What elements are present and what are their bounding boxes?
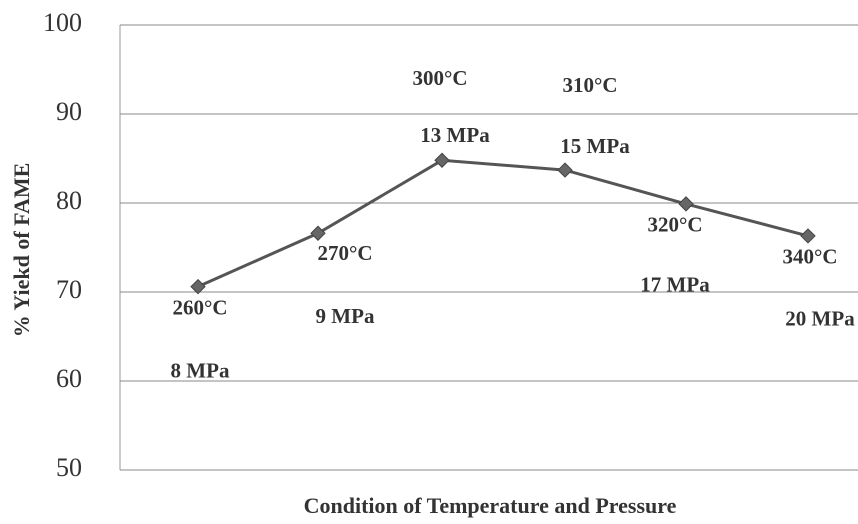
data-point — [310, 225, 326, 241]
y-tick-label: 60 — [56, 364, 82, 393]
data-point — [434, 152, 450, 168]
data-point — [557, 162, 573, 178]
temperature-label: 310°C — [562, 73, 617, 97]
temperature-label: 320°C — [647, 213, 702, 237]
pressure-label: 20 MPa — [785, 307, 855, 331]
pressure-label: 15 MPa — [560, 134, 630, 158]
data-point — [800, 228, 816, 244]
temperature-label: 340°C — [782, 245, 837, 269]
pressure-label: 8 MPa — [171, 358, 230, 382]
data-point — [190, 278, 206, 295]
temperature-label: 270°C — [317, 241, 372, 265]
y-tick-label: 70 — [56, 275, 82, 304]
y-axis-title: % Yiekd of FAME — [9, 163, 34, 338]
pressure-label: 13 MPa — [420, 123, 490, 147]
data-line — [197, 158, 809, 289]
data-point — [678, 196, 694, 212]
pressure-label: 17 MPa — [640, 273, 710, 297]
temperature-label: 300°C — [412, 66, 467, 90]
y-tick-label: 50 — [56, 453, 82, 482]
y-tick-label: 80 — [56, 186, 82, 215]
x-axis-title: Condition of Temperature and Pressure — [304, 493, 677, 518]
y-tick-label: 100 — [43, 8, 82, 37]
pressure-label: 9 MPa — [316, 304, 375, 328]
y-tick-label: 90 — [56, 97, 82, 126]
temperature-label: 260°C — [172, 295, 227, 319]
